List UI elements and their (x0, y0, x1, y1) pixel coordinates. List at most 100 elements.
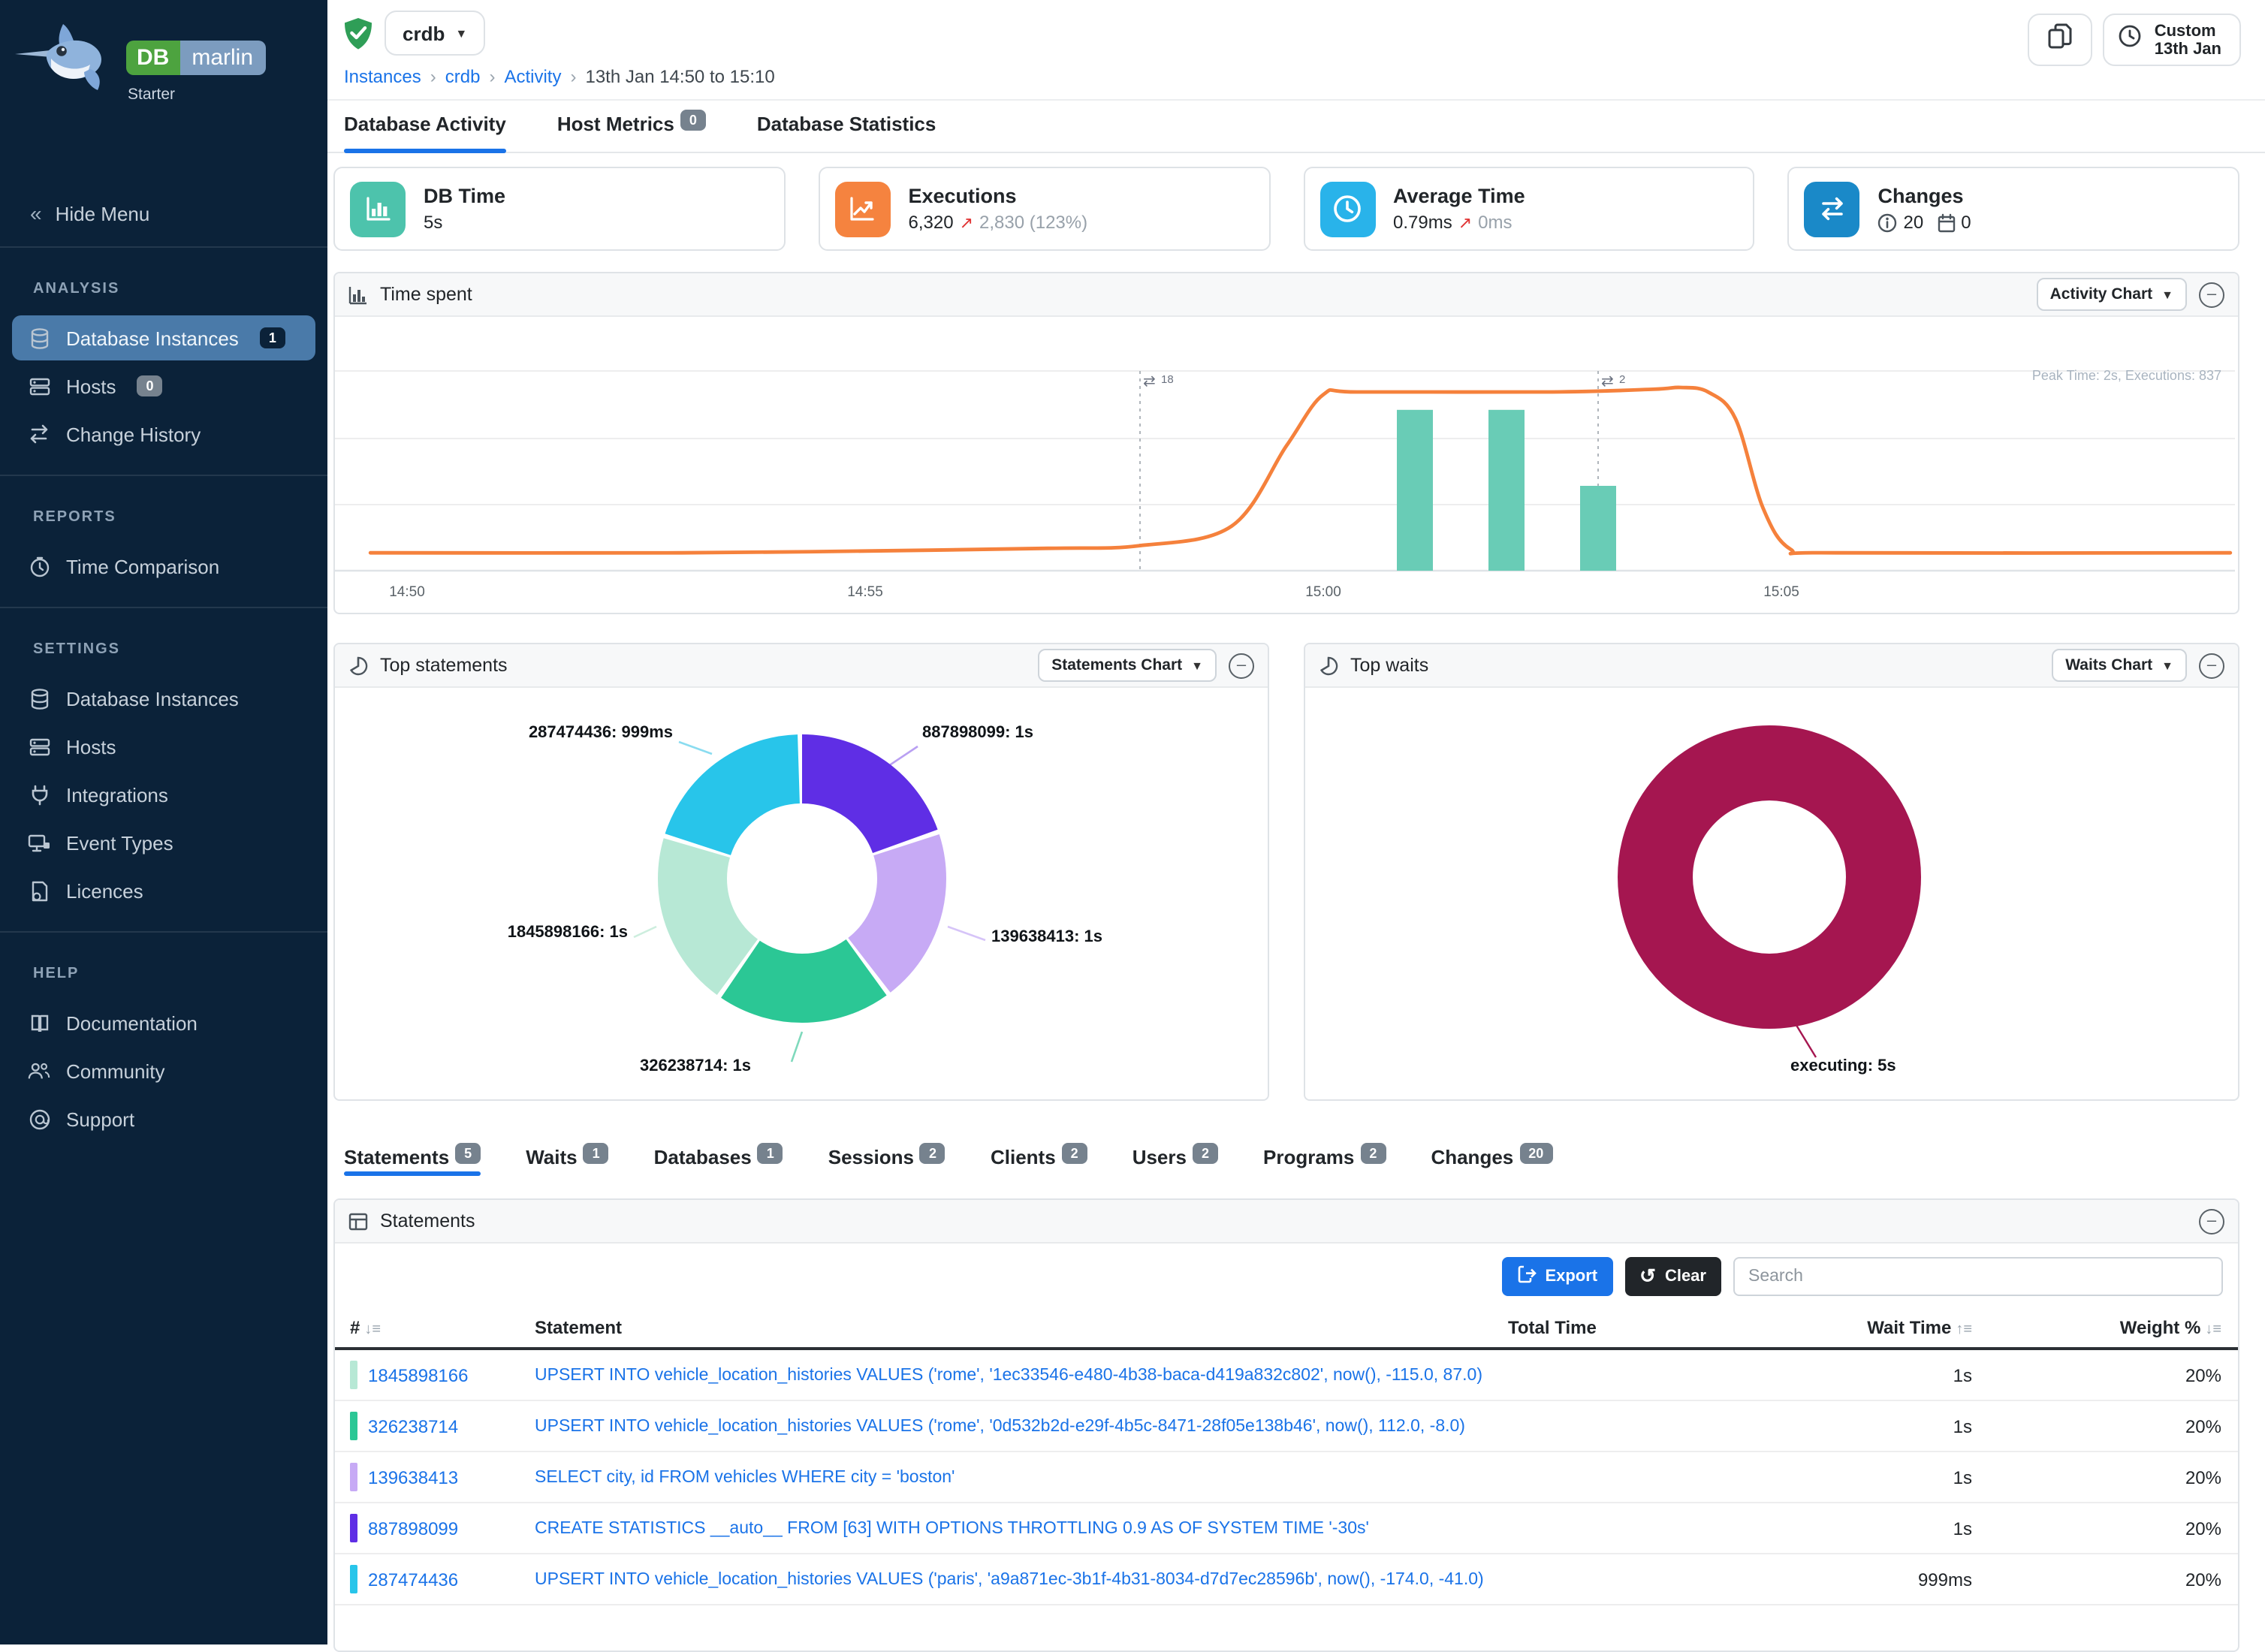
tab-host-metrics[interactable]: Host Metrics 0 (557, 101, 706, 152)
sidebar-item-licences[interactable]: Licences (12, 868, 315, 913)
wait-time-value: 999ms (1917, 1569, 1972, 1590)
waits-chart-selector[interactable]: Waits Chart ▼ (2052, 649, 2187, 682)
collapse-top-waits-button[interactable]: – (2199, 653, 2224, 678)
breadcrumb-item[interactable]: Instances (344, 66, 421, 87)
sidebar-item-label: Documentation (66, 1011, 198, 1034)
statement-sql-link[interactable]: CREATE STATISTICS __auto__ FROM [63] WIT… (535, 1519, 1369, 1537)
column-header-wait-time[interactable]: Wait Time ↑≡ (1867, 1317, 1972, 1338)
sidebar-section-settings: SETTINGS Database Instances Hosts Integrati… (0, 608, 327, 931)
sidebar-item-time-comparison[interactable]: Time Comparison (12, 544, 315, 589)
sidebar-item-label: Database Instances (66, 687, 239, 710)
swap-icon (1804, 181, 1860, 237)
statement-sql-link[interactable]: SELECT city, id FROM vehicles WHERE city… (535, 1468, 955, 1486)
sidebar-item-event-types[interactable]: Event Types (12, 820, 315, 865)
charts-row: Top statements Statements Chart ▼ – 8878… (333, 643, 2239, 1101)
sidebar-item-support[interactable]: Support (12, 1096, 315, 1141)
info-circle-icon (1878, 213, 1898, 232)
breadcrumb: Instances › crdb › Activity › 13th Jan 14:50 t… (344, 66, 775, 87)
sidebar-item-hosts[interactable]: Hosts (12, 724, 315, 769)
top-statements-panel: Top statements Statements Chart ▼ – 8878… (333, 643, 1269, 1101)
top-statements-title: Top statements (380, 655, 508, 676)
detail-tab-changes[interactable]: Changes 20 (1431, 1134, 1553, 1174)
topbar-actions: Custom 13th Jan (2028, 14, 2241, 66)
statement-slice-label: 139638413: 1s (991, 928, 1103, 946)
wait-time-value: 1s (1953, 1467, 1972, 1488)
clock-icon (27, 554, 51, 578)
statement-sql-link[interactable]: UPSERT INTO vehicle_location_histories V… (535, 1570, 1484, 1588)
tab-count-badge: 1 (583, 1143, 609, 1164)
sidebar-item-hosts[interactable]: Hosts 0 (12, 363, 315, 408)
trend-up-icon: ↗ (1458, 214, 1473, 232)
tab-count-badge: 2 (1360, 1143, 1386, 1164)
statement-color-bar (350, 1565, 357, 1593)
detail-tab-clients[interactable]: Clients 2 (991, 1134, 1087, 1174)
sidebar-item-community[interactable]: Community (12, 1048, 315, 1093)
sidebar-item-database-instances[interactable]: Database Instances 1 (12, 315, 315, 360)
tab-database-statistics[interactable]: Database Statistics (757, 101, 936, 152)
column-header-weight[interactable]: Weight % ↓≡ (2119, 1317, 2221, 1338)
clock-icon (1319, 181, 1375, 237)
tab-label: Waits (526, 1146, 578, 1168)
book-icon (27, 1011, 51, 1035)
detail-tab-users[interactable]: Users 2 (1132, 1134, 1218, 1174)
tab-database-activity[interactable]: Database Activity (344, 101, 506, 153)
server-icon (27, 734, 51, 758)
column-header-id[interactable]: # ↓≡ (350, 1317, 382, 1338)
tab-count-badge: 1 (757, 1143, 783, 1164)
detail-tab-programs[interactable]: Programs 2 (1263, 1134, 1386, 1174)
detail-tab-databases[interactable]: Databases 1 (654, 1134, 783, 1174)
statement-color-bar (350, 1412, 357, 1440)
sidebar-item-documentation[interactable]: Documentation (12, 1000, 315, 1045)
marlin-logo-icon (12, 18, 123, 104)
statement-sql-link[interactable]: UPSERT INTO vehicle_location_histories V… (535, 1366, 1482, 1384)
tab-count-badge: 5 (455, 1143, 481, 1164)
svg-text:⇄: ⇄ (1601, 373, 1614, 390)
search-input[interactable] (1733, 1257, 2223, 1296)
statement-id-link[interactable]: 326238714 (368, 1415, 459, 1436)
sidebar-item-change-history[interactable]: Change History (12, 411, 315, 457)
sidebar-item-label: Community (66, 1060, 165, 1082)
copy-icon (2048, 23, 2073, 57)
instance-selector[interactable]: crdb ▼ (385, 11, 486, 56)
statement-color-bar (350, 1361, 357, 1389)
sidebar-item-label: Database Instances (66, 327, 239, 349)
svg-text:2: 2 (1619, 373, 1625, 386)
status-shield-icon (342, 17, 374, 59)
line-chart-icon (834, 181, 891, 237)
detail-tab-sessions[interactable]: Sessions 2 (828, 1134, 946, 1174)
statement-id-link[interactable]: 1845898166 (368, 1364, 469, 1385)
weight-value: 20% (2185, 1364, 2221, 1385)
statements-table-header: Statements – (335, 1200, 2238, 1244)
time-range-button[interactable]: Custom 13th Jan (2103, 14, 2241, 66)
statements-chart-selector[interactable]: Statements Chart ▼ (1038, 649, 1217, 682)
tab-label: Database Statistics (756, 113, 936, 135)
breadcrumb-item[interactable]: Activity (504, 66, 562, 87)
hide-menu-button[interactable]: « Hide Menu (0, 192, 327, 246)
clear-button[interactable]: ↺ Clear (1624, 1257, 1721, 1296)
statement-id-link[interactable]: 287474436 (368, 1569, 459, 1590)
activity-chart-selector[interactable]: Activity Chart ▼ (2036, 278, 2187, 311)
sidebar-divider (0, 607, 327, 608)
export-button[interactable]: Export (1501, 1257, 1613, 1296)
collapse-statements-table-button[interactable]: – (2199, 1208, 2224, 1234)
collapse-top-statements-button[interactable]: – (1229, 653, 1254, 678)
chevron-double-left-icon: « (30, 201, 42, 225)
tab-label: Databases (653, 1146, 752, 1168)
breadcrumb-item[interactable]: crdb (445, 66, 481, 87)
svg-text:15:05: 15:05 (1763, 584, 1799, 600)
detail-tab-statements[interactable]: Statements 5 (344, 1134, 481, 1176)
sidebar-item-database-instances[interactable]: Database Instances (12, 676, 315, 721)
chevron-down-icon: ▼ (455, 26, 468, 40)
chevron-down-icon: ▼ (2161, 288, 2173, 301)
wait-slice-label: executing: 5s (1790, 1057, 1896, 1075)
statement-sql-link[interactable]: UPSERT INTO vehicle_location_histories V… (535, 1417, 1465, 1435)
copy-link-button[interactable] (2028, 14, 2093, 66)
detail-tab-waits[interactable]: Waits 1 (526, 1134, 609, 1174)
statement-id-link[interactable]: 139638413 (368, 1467, 459, 1488)
collapse-time-spent-button[interactable]: – (2199, 282, 2224, 307)
statement-id-link[interactable]: 887898099 (368, 1518, 459, 1539)
sidebar-divider (0, 475, 327, 476)
sidebar-item-integrations[interactable]: Integrations (12, 772, 315, 817)
statement-color-bar (350, 1514, 357, 1542)
sidebar: DB marlin Starter « Hide Menu ANALYSIS Da… (0, 0, 327, 1644)
